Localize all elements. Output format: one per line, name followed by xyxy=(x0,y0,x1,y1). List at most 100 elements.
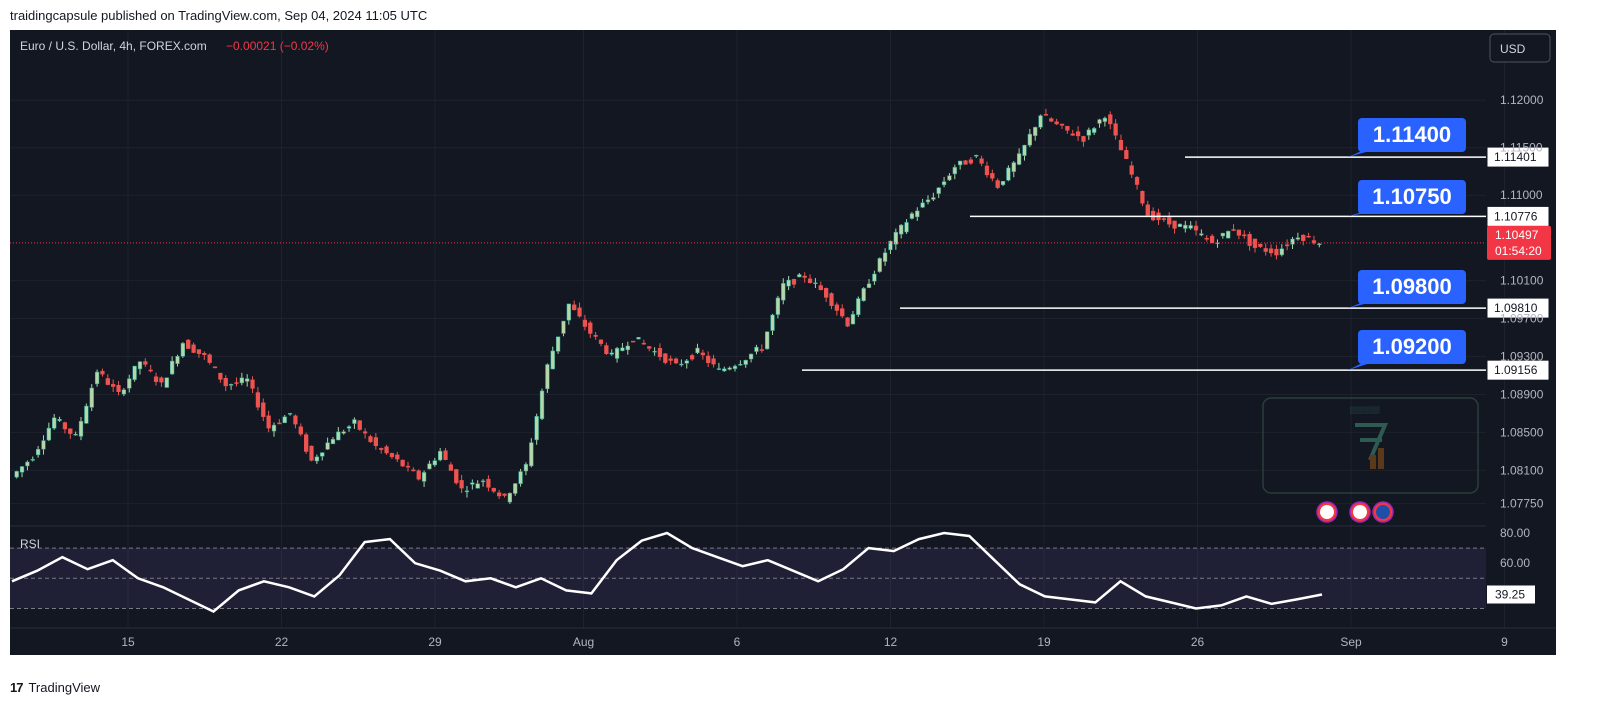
candle xyxy=(250,376,255,394)
candle xyxy=(861,287,866,302)
candle xyxy=(502,493,507,498)
level-axis-label: 1.09156 xyxy=(1494,363,1538,377)
candle xyxy=(931,192,936,202)
candle xyxy=(234,377,239,387)
candle xyxy=(454,468,459,485)
price-tick-label: 1.12000 xyxy=(1500,93,1544,107)
candle xyxy=(1231,224,1236,232)
svg-text:▒▒▒▒▒▒: ▒▒▒▒▒▒ xyxy=(1350,406,1380,414)
level-1.11400[interactable]: 1.11401 1.11400 xyxy=(1185,118,1550,168)
candle xyxy=(1311,235,1317,245)
candle xyxy=(722,366,727,372)
candle xyxy=(1016,148,1022,166)
level-callout-label: 1.11400 xyxy=(1373,122,1451,147)
event-flags[interactable] xyxy=(1316,501,1394,523)
candle xyxy=(813,278,818,289)
time-tick-label: 15 xyxy=(121,635,135,649)
candle xyxy=(470,479,475,490)
candle xyxy=(1242,230,1247,239)
level-callout-label: 1.09800 xyxy=(1372,274,1452,299)
candle xyxy=(1049,117,1054,123)
candle xyxy=(1086,127,1091,140)
candle xyxy=(765,331,770,350)
level-callout-label: 1.10750 xyxy=(1372,184,1452,209)
candle xyxy=(518,468,523,487)
level-1.10750[interactable]: 1.10776 1.10750 xyxy=(970,180,1550,227)
candle xyxy=(293,414,298,429)
candle xyxy=(443,447,448,461)
candle xyxy=(620,343,625,352)
candle xyxy=(840,304,845,319)
us-flag-icon[interactable] xyxy=(1349,501,1371,523)
candle xyxy=(68,428,73,439)
candle xyxy=(1220,232,1225,239)
candle xyxy=(1183,220,1188,233)
candle xyxy=(877,257,882,273)
candle xyxy=(888,240,893,255)
logo-watermark-icon: ▒▒▒▒▒▒ xyxy=(1262,397,1479,494)
candle xyxy=(545,363,550,393)
candle xyxy=(1199,229,1204,237)
candle xyxy=(850,310,856,325)
time-tick-label: 12 xyxy=(884,635,898,649)
candle xyxy=(52,413,57,430)
candle xyxy=(186,339,191,349)
candle xyxy=(277,419,282,425)
level-1.09800[interactable]: 1.09810 1.09800 xyxy=(900,270,1550,319)
candle xyxy=(743,359,748,368)
candle xyxy=(995,178,1000,190)
candle xyxy=(35,446,41,458)
candle xyxy=(786,275,791,291)
countdown-value: 01:54:20 xyxy=(1495,244,1542,258)
currency-button[interactable]: USD xyxy=(1489,33,1551,63)
candle xyxy=(497,489,502,499)
candle xyxy=(196,349,202,358)
candle xyxy=(572,300,577,311)
candle xyxy=(148,364,153,373)
candle xyxy=(1102,116,1108,127)
candle xyxy=(909,211,915,220)
candle xyxy=(1033,126,1038,141)
candle xyxy=(336,427,341,441)
eu-flag-icon[interactable] xyxy=(1372,501,1394,523)
candle xyxy=(668,355,673,365)
candle xyxy=(759,344,764,353)
candle xyxy=(1279,244,1284,257)
candle xyxy=(1236,229,1242,240)
time-tick-label: 9 xyxy=(1501,635,1508,649)
candle xyxy=(1059,123,1065,129)
chart-background xyxy=(10,30,1556,655)
candle xyxy=(1134,176,1140,190)
level-1.09200[interactable]: 1.09156 1.09200 xyxy=(802,330,1550,381)
candle xyxy=(1204,235,1209,242)
price-tick-label: 1.08500 xyxy=(1500,425,1544,439)
candle xyxy=(239,372,244,386)
candle xyxy=(1247,231,1252,251)
symbol-title: Euro / U.S. Dollar, 4h, FOREX.com xyxy=(20,39,207,53)
candle xyxy=(416,469,421,481)
candle xyxy=(1065,125,1070,134)
candle xyxy=(1151,207,1156,222)
candle xyxy=(947,173,952,181)
candle xyxy=(523,462,529,476)
candle xyxy=(738,360,743,366)
candle xyxy=(1172,220,1177,234)
candle xyxy=(137,361,143,375)
candle xyxy=(684,358,689,369)
price-axis[interactable]: 1.12000 1.11500 1.11000 1.10100 1.09700 1.093… xyxy=(1500,93,1544,510)
candle xyxy=(582,314,588,331)
candle xyxy=(491,487,496,494)
candle xyxy=(657,343,663,361)
candle xyxy=(824,287,829,303)
us-flag-icon[interactable] xyxy=(1316,501,1338,523)
candle xyxy=(432,457,437,467)
candle xyxy=(73,431,78,436)
candle xyxy=(1290,236,1295,250)
candle xyxy=(62,421,68,434)
time-axis[interactable]: 15 22 29 Aug 6 12 19 26 Sep 9 xyxy=(121,635,1508,649)
candle xyxy=(164,377,169,388)
tradingview-logo[interactable]: 17 TradingView xyxy=(10,680,100,695)
candle xyxy=(282,415,287,424)
